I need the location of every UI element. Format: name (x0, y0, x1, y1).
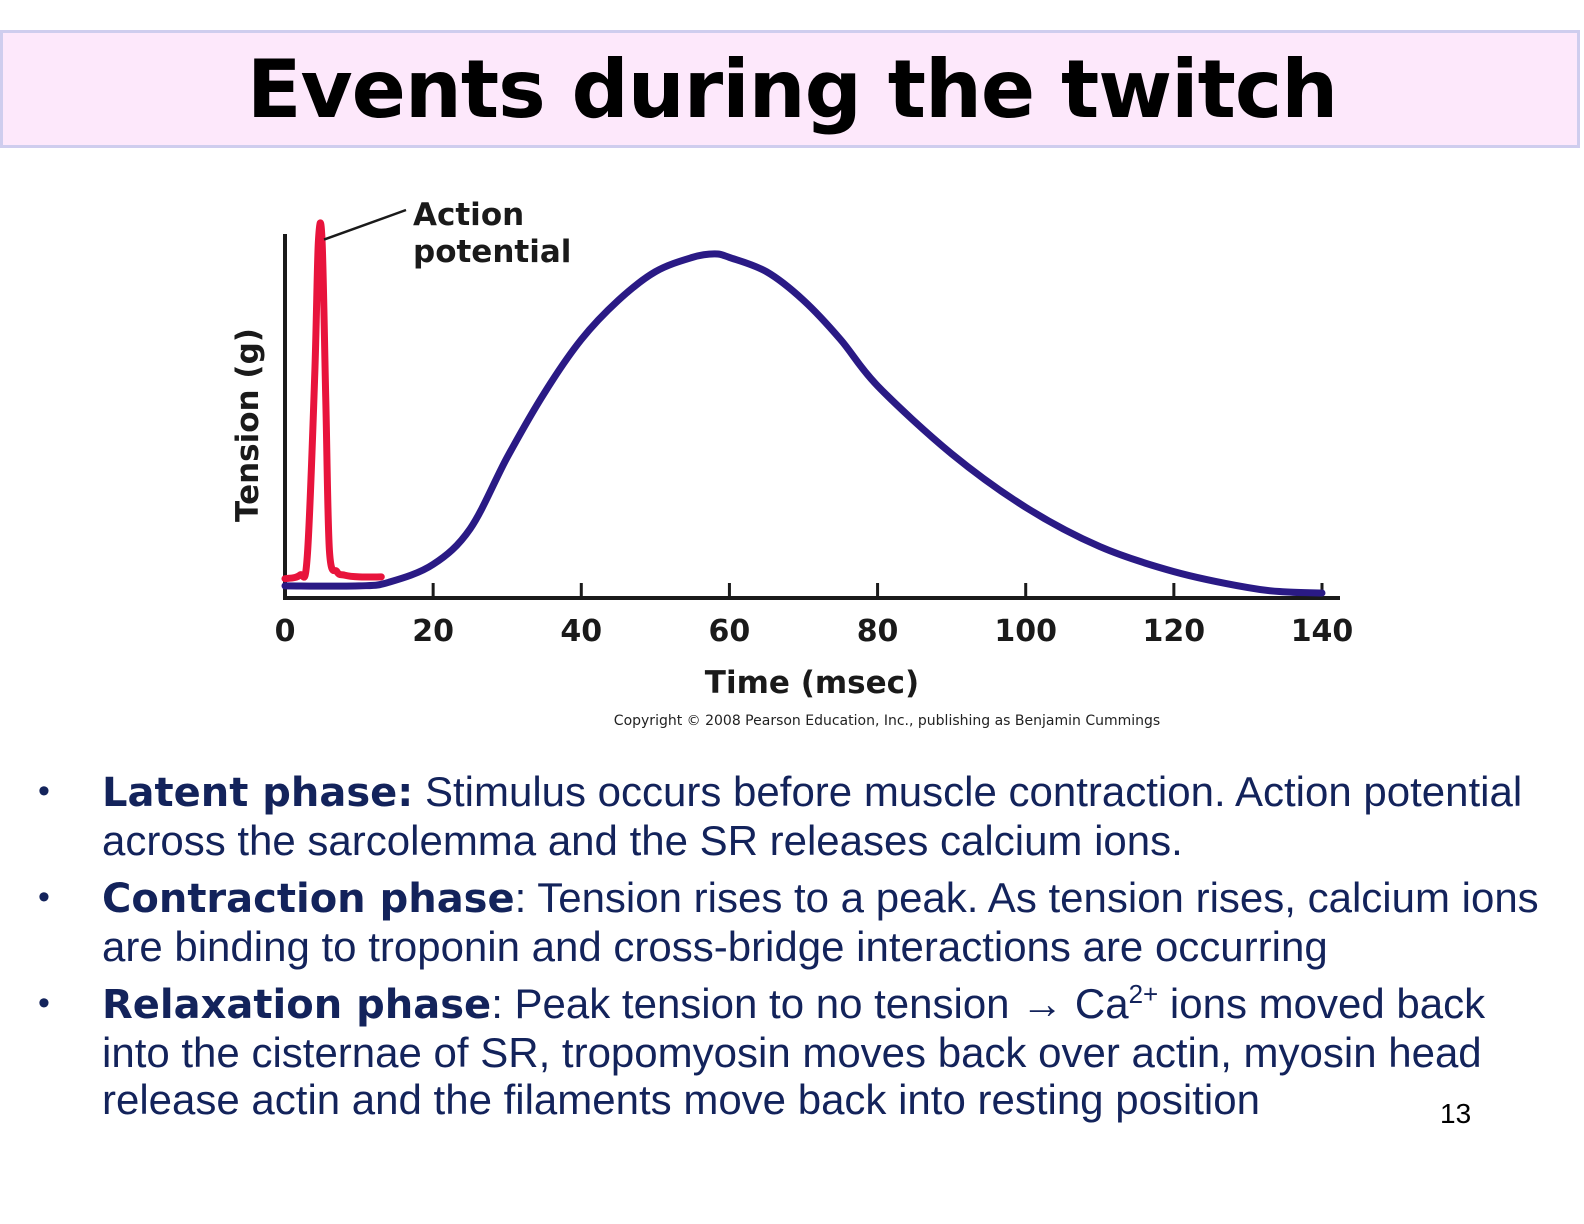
x-axis-label: Time (msec) (705, 665, 919, 701)
chart-axes (283, 234, 1340, 600)
annotation-leader-line (323, 208, 407, 241)
bullet-term: Latent phase: (102, 770, 414, 816)
title-banner (0, 30, 1580, 148)
x-tick-label: 0 (275, 614, 296, 649)
x-tick-label: 80 (857, 614, 899, 649)
bullet-text: Stimulus occurs before muscle contractio… (102, 768, 1523, 864)
bullet-text-continued: ions moved back into the cisternae of SR… (102, 980, 1486, 1123)
ion-charge: 2+ (1128, 979, 1159, 1009)
slide-title: Events during the twitch (246, 42, 1338, 136)
chart-series (281, 219, 1326, 597)
bullet-list: • Latent phase: Stimulus occurs before m… (38, 768, 1558, 1133)
annotation-line-2: potential (413, 234, 571, 270)
action-potential-line (281, 219, 385, 583)
copyright-note: Copyright © 2008 Pearson Education, Inc.… (613, 713, 1161, 729)
bullet-relaxation-phase: • Relaxation phase: Peak tension to no t… (38, 980, 1558, 1123)
y-axis-label: Tension (g) (230, 328, 266, 522)
x-tick-label: 40 (560, 614, 602, 649)
bullet-term: Contraction phase (102, 876, 515, 922)
calcium-ion: Ca (1063, 980, 1129, 1027)
bullet-contraction-phase: • Contraction phase: Tension rises to a … (38, 874, 1558, 970)
twitch-chart: 0 20 40 60 80 100 120 140 Action potential Time… (230, 197, 1354, 701)
bullet-term: Relaxation phase (102, 982, 492, 1028)
bullet-latent-phase: • Latent phase: Stimulus occurs before m… (38, 768, 1558, 864)
x-tick-label: 60 (709, 614, 751, 649)
bullet-dot-icon: • (38, 984, 50, 1022)
bullet-text: : Tension rises to a peak. As tension ri… (102, 874, 1539, 970)
bullet-dot-icon: • (38, 878, 50, 916)
x-ticks: 0 20 40 60 80 100 120 140 (275, 583, 1354, 649)
page-number: 13 (1440, 1098, 1472, 1129)
bullet-text: : Peak tension to no tension (491, 980, 1022, 1027)
bullet-dot-icon: • (38, 772, 50, 810)
arrow-icon: → (1021, 980, 1064, 1027)
x-tick-label: 140 (1291, 614, 1354, 649)
x-tick-label: 100 (994, 614, 1057, 649)
annotation-line-1: Action (413, 197, 524, 233)
twitch-tension-line (281, 250, 1326, 597)
x-tick-label: 120 (1143, 614, 1206, 649)
x-tick-label: 20 (412, 614, 454, 649)
